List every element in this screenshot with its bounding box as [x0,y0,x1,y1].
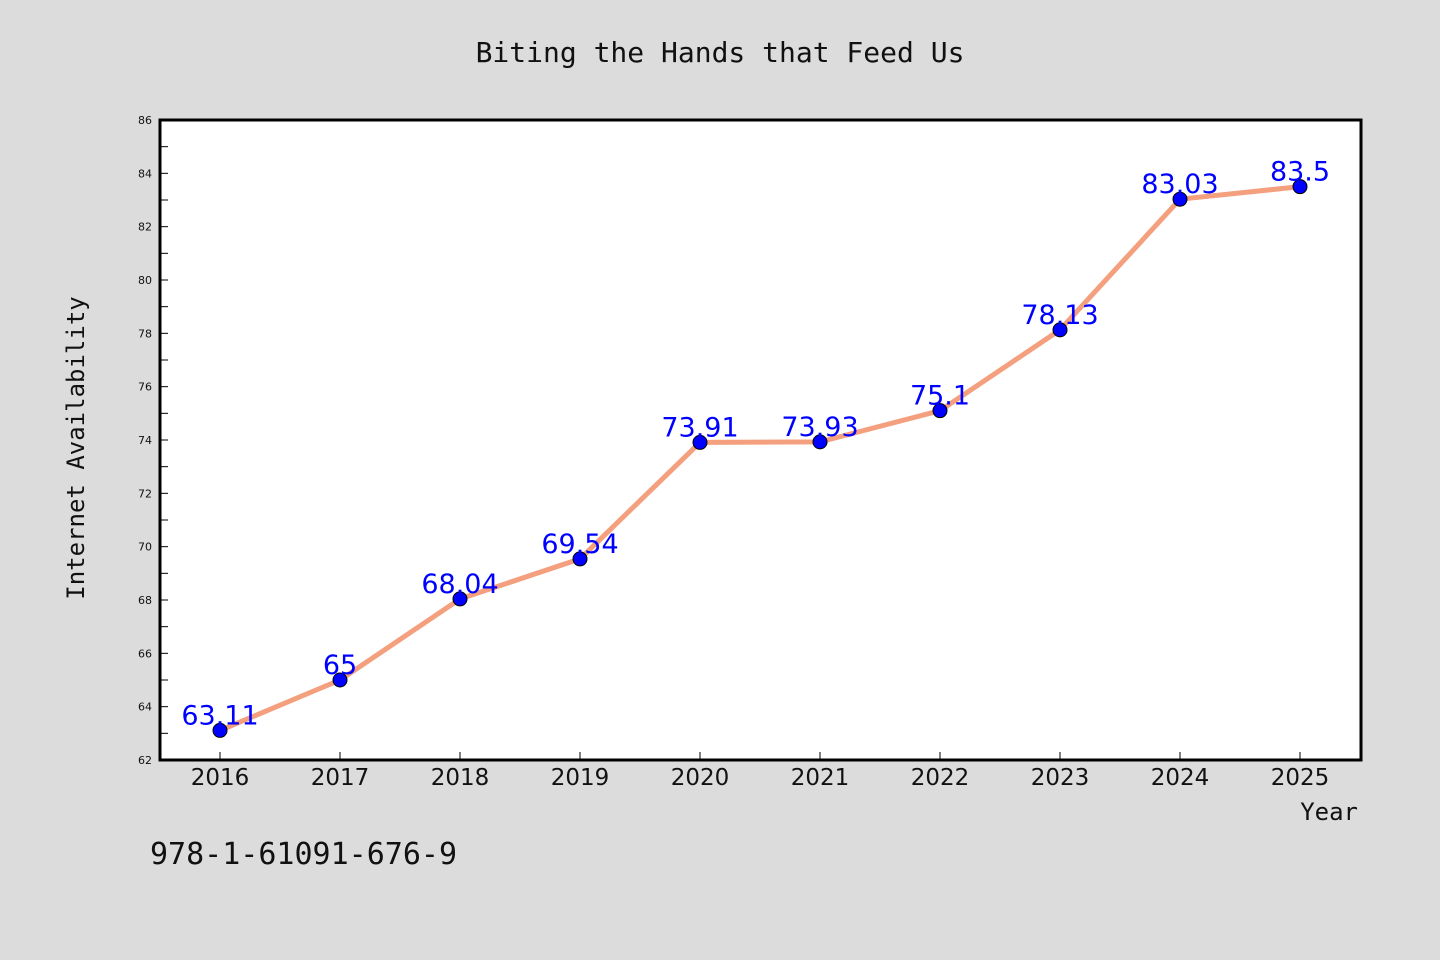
x-tick-label: 2020 [671,765,730,791]
x-axis: 2016 2017 2018 2019 2020 2021 2022 2023 2024 2025 [191,752,1330,791]
y-tick-label: 78 [138,327,152,340]
x-tick-label: 2016 [191,765,250,791]
x-tick-label: 2017 [311,765,370,791]
y-tick-label: 86 [138,114,152,127]
x-axis-label: Year [1300,798,1358,826]
y-tick-label: 64 [138,701,152,714]
y-tick-label: 66 [138,647,152,660]
data-label: 75.1 [910,381,970,412]
series-line [217,184,1303,733]
data-label: 78.13 [1021,300,1098,331]
data-point [1172,191,1188,207]
x-tick-label: 2024 [1151,765,1210,791]
y-tick-label: 62 [138,754,152,767]
data-point [692,434,708,450]
y-tick-label: 70 [138,541,152,554]
data-label: 69.54 [541,529,618,560]
y-tick-label: 80 [138,274,152,287]
y-tick-label: 82 [138,221,152,234]
x-tick-label: 2022 [911,765,970,791]
data-label: 83.5 [1270,157,1330,188]
series-layer: 63.11 65 68.04 69.54 73.91 73.93 75.1 78.13 83.0… [181,157,1330,738]
x-tick-label: 2025 [1271,765,1330,791]
data-point [932,403,948,419]
data-point [212,722,228,738]
y-tick-label: 72 [138,487,152,500]
footnote-isbn: 978-1-61091-676-9 [150,837,457,872]
data-label: 73.93 [781,412,858,443]
chart-title: Biting the Hands that Feed Us [476,36,965,69]
x-tick-label: 2023 [1031,765,1090,791]
y-tick-label: 84 [138,167,152,180]
data-point [812,434,828,450]
y-tick-label: 74 [138,434,152,447]
data-label: 73.91 [661,412,738,443]
y-axis: 62 64 66 68 70 72 74 76 78 80 82 84 86 [138,114,168,767]
data-label: 68.04 [421,569,498,600]
data-point [332,672,348,688]
data-label: 83.03 [1141,169,1218,200]
data-point [1292,179,1308,195]
y-tick-label: 68 [138,594,152,607]
data-point [1052,322,1068,338]
y-axis-label: Internet Availability [62,296,90,599]
x-tick-label: 2018 [431,765,490,791]
y-tick-label: 76 [138,381,152,394]
data-label: 65 [323,650,357,681]
x-tick-label: 2019 [551,765,610,791]
data-point [452,591,468,607]
x-tick-label: 2021 [791,765,850,791]
data-label: 63.11 [181,700,258,731]
plot-frame [158,118,1363,762]
data-point [572,551,588,567]
